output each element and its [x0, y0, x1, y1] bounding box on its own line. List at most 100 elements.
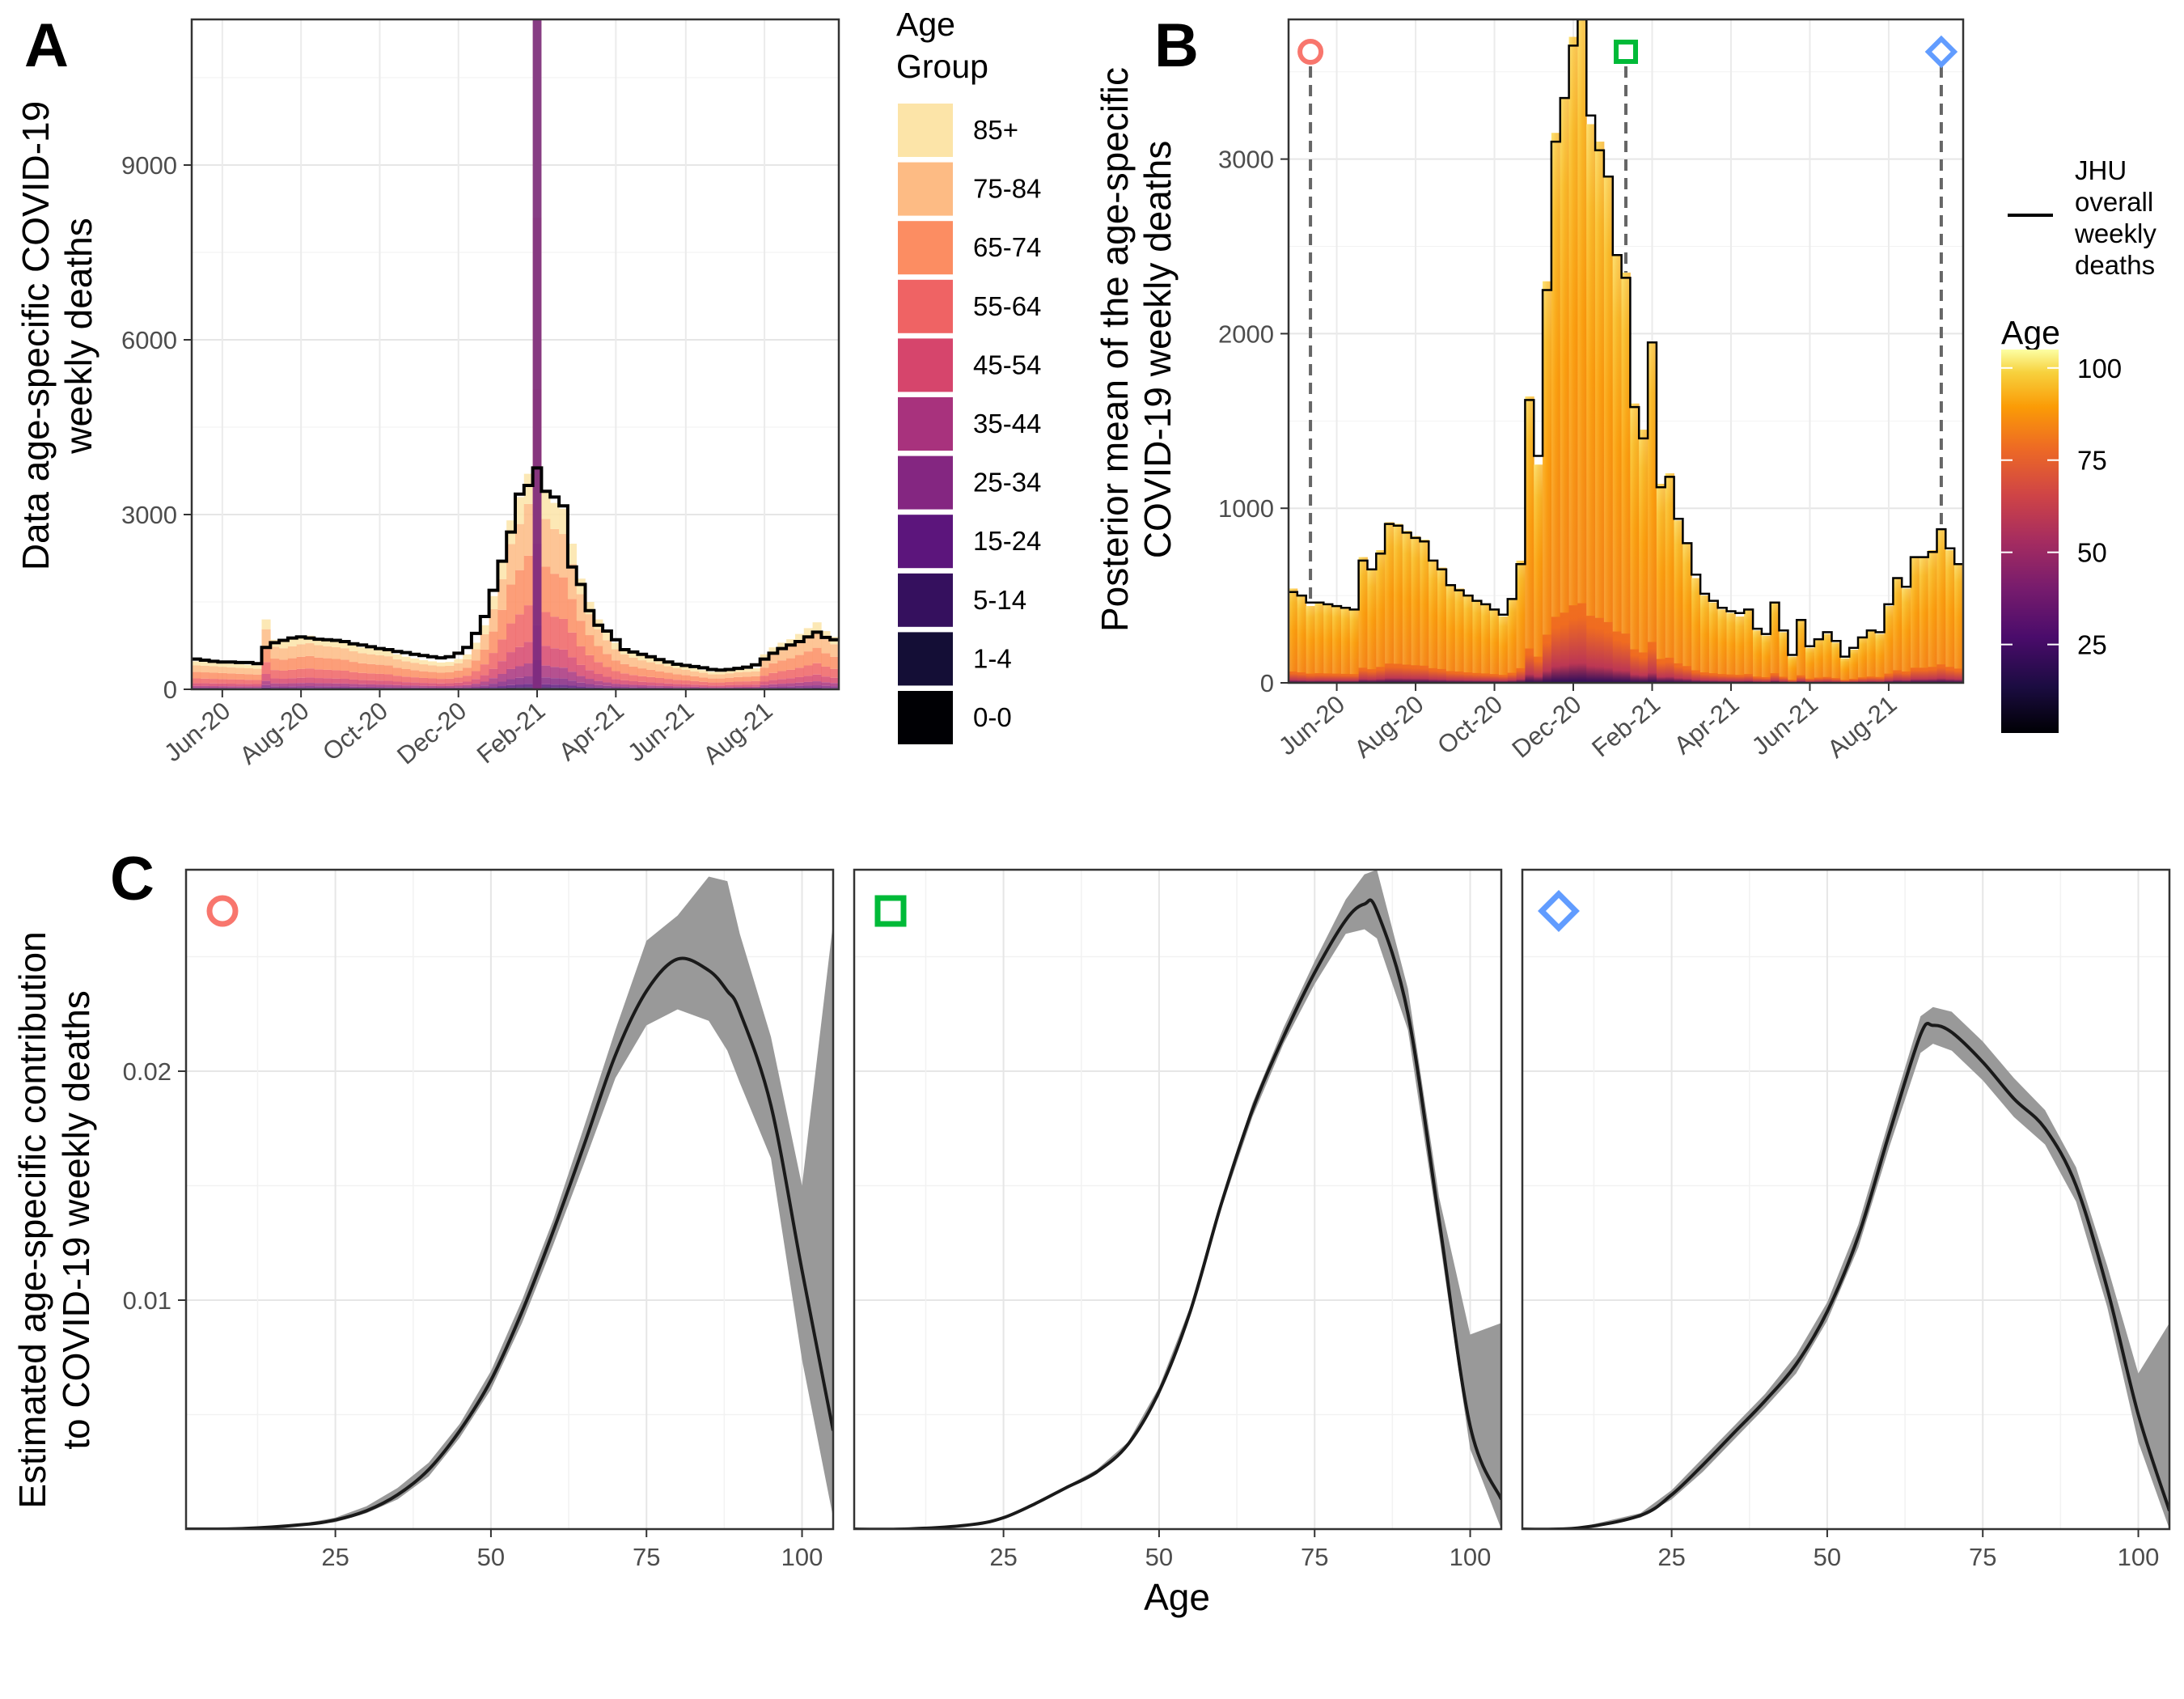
panel-a-bar-segment — [323, 669, 332, 679]
legend-age-group-key — [898, 691, 953, 744]
panel-b-bar-sheen — [1463, 595, 1473, 673]
panel-c-x-tick-label: 50 — [1145, 1543, 1173, 1571]
legend-age-group-key — [898, 162, 953, 216]
panel-a-bar-segment — [279, 679, 289, 684]
panel-b-bar-sheen — [1866, 630, 1877, 677]
panel-a-bar-segment — [803, 628, 813, 637]
legend-jhu-label-line3: weekly — [2074, 218, 2156, 248]
panel-a-bar-segment — [690, 676, 700, 681]
panel-b-bar-sheen — [1445, 585, 1456, 672]
panel-a-bar-segment — [427, 685, 438, 688]
legend-age-group-key — [898, 397, 953, 451]
panel-a-bar-segment — [410, 677, 420, 683]
panel-a-bar-segment — [821, 653, 831, 667]
panel-a-bar-segment — [777, 660, 787, 672]
panel-a-bar-segment — [392, 687, 402, 688]
panel-a-bar-segment — [637, 681, 647, 685]
panel-c-y-ticks: 0.01 0.02 — [123, 1057, 186, 1315]
panel-a-bar-segment — [305, 655, 315, 669]
panel-a-bar-segment — [261, 662, 271, 674]
panel-a-bar-segment — [768, 663, 778, 673]
legend-age-group: Age Group 85+ 75-84 65-74 55-64 45-54 35-44 25… — [896, 6, 1041, 744]
panel-a-bar-segment — [497, 578, 507, 610]
panel-a-bar-segment — [707, 672, 717, 675]
panel-a-bar-segment — [550, 528, 560, 574]
panel-c-square-marker — [874, 895, 907, 927]
panel-a-bar-segment — [576, 621, 586, 646]
panel-a-bar-segment — [515, 523, 525, 570]
panel-a-bar-segment — [629, 657, 638, 667]
panel-c-x-tick-label: 75 — [633, 1543, 660, 1571]
panel-a-bar-segment — [261, 680, 271, 685]
legend-age-group-label: 55-64 — [973, 291, 1041, 321]
panel-a-bar-segment — [192, 661, 201, 666]
panel-a-bar-segment — [523, 684, 533, 688]
panel-a-bar-segment — [471, 642, 481, 650]
panel-a-bar-segment — [629, 684, 638, 688]
panel-a-bar-segment — [358, 684, 367, 687]
legend-age-group-label: 1-4 — [973, 643, 1012, 673]
panel-a-bar-segment — [760, 659, 769, 668]
panel-c-subpanels: 25 50 75 100 25 50 75 100 25 50 75 100 — [184, 868, 2171, 1571]
panel-a-bar-segment — [427, 683, 438, 686]
panel-a-bar-segment — [480, 633, 489, 650]
panel-a-bar-segment — [454, 663, 463, 671]
panel-a-bar-segment — [707, 687, 717, 688]
panel-a-bar-segment — [243, 667, 253, 675]
panel-a-bar-segment — [567, 632, 577, 658]
panel-b-bar-sheen — [1954, 564, 1963, 669]
panel-a-bar-segment — [760, 676, 769, 682]
panel-a-bar-segment — [401, 661, 411, 670]
panel-a-bar-segment — [383, 650, 393, 657]
panel-b-jhu-line — [1289, 19, 1963, 658]
panel-a-bar-segment — [192, 672, 201, 679]
legend-age-group-key — [898, 632, 953, 686]
panel-a-bar-segment — [567, 672, 577, 681]
panel-b-bar-sheen — [1735, 616, 1745, 676]
panel-b-bar-sheen — [1551, 133, 1561, 617]
panel-b-markers — [1297, 35, 1958, 607]
panel-a-bar-segment — [585, 684, 595, 688]
panel-a-bar-segment — [497, 639, 507, 662]
panel-b-bar-sheen — [1385, 522, 1395, 664]
panel-a-bar-segment — [419, 660, 429, 665]
panel-a-bar-segment — [629, 687, 638, 688]
panel-a-bar-segment — [506, 623, 516, 653]
panel-b-bar-sheen — [1577, 19, 1587, 604]
panel-a-bar-segment — [383, 687, 393, 688]
panel-a-bar-segment — [515, 614, 525, 647]
panel-b-bar-sheen — [1797, 620, 1806, 676]
panel-b-bar-sheen — [1717, 609, 1727, 675]
panel-a-bar-segment — [314, 678, 324, 684]
panel-a-bar-segment — [296, 644, 306, 657]
panel-a-bar-segment — [419, 677, 429, 684]
panel-a-bar-segment — [567, 564, 577, 600]
panel-a-bar-segment — [550, 678, 560, 685]
panel-a-bar-segment — [620, 663, 629, 674]
panel-a-bar-segment — [200, 685, 210, 688]
panel-a-bar-segment — [226, 686, 236, 688]
panel-a-bar-segment — [716, 685, 726, 688]
panel-a-bar-segment — [777, 679, 787, 684]
panel-a-bar-segment — [287, 686, 298, 688]
panel-a-bar-segment — [480, 649, 489, 665]
panel-a-bar-segment — [611, 660, 621, 672]
panel-a-bar-segment — [707, 685, 717, 688]
panel-b-bar-sheen — [1472, 600, 1482, 673]
panel-a-bar-segment — [445, 683, 455, 686]
colorbar-tick-label: 25 — [2077, 630, 2107, 660]
panel-a-bar-segment — [497, 561, 507, 579]
panel-a-bar-segment — [812, 647, 822, 663]
panel-a-bar-segment — [629, 666, 638, 676]
panel-a-bar-segment — [541, 612, 551, 646]
panel-a-bar-segment — [489, 595, 498, 609]
panel-a-bar-segment — [218, 667, 227, 673]
panel-a-bar-segment — [523, 555, 533, 606]
panel-a-bar-segment — [489, 687, 498, 688]
panel-a-bar-segment — [734, 672, 743, 677]
panel-a-bar-segment — [681, 680, 691, 684]
panel-a-bar-segment — [243, 664, 253, 668]
panel-a-bar-segment — [392, 681, 402, 685]
panel-a-bar-segment — [209, 679, 218, 684]
panel-a-bar-segment — [672, 667, 682, 675]
